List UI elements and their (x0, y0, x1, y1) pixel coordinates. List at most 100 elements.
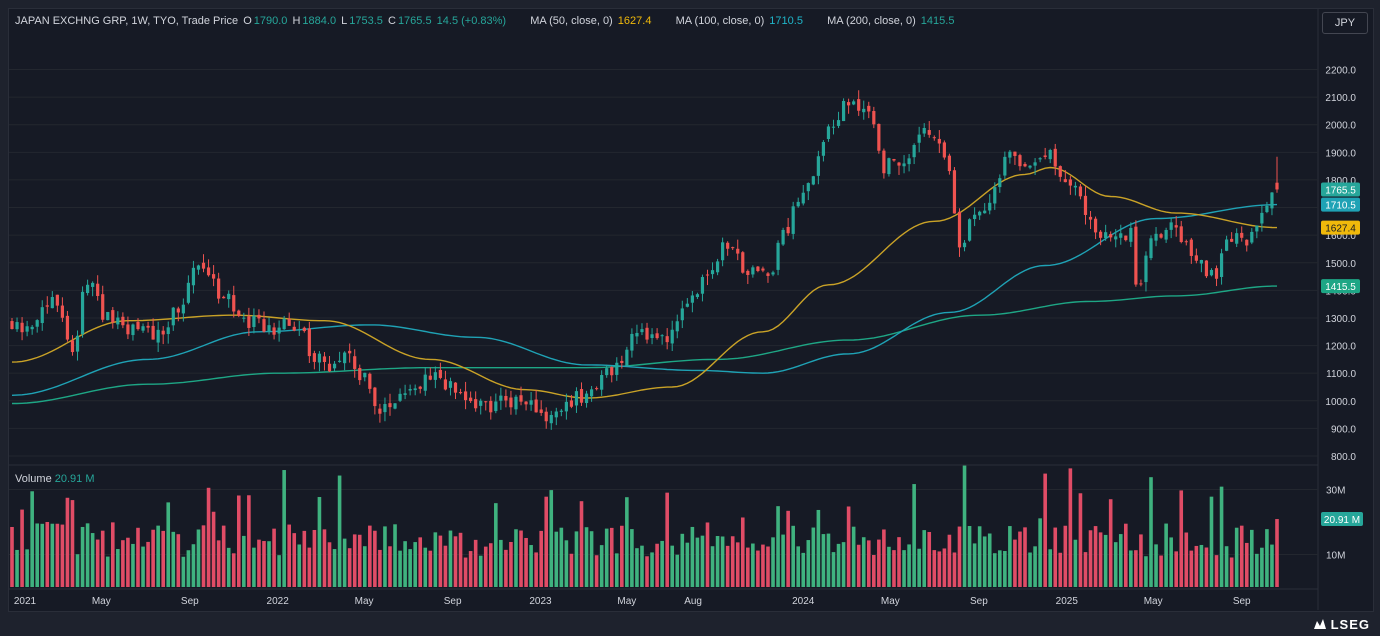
volume-bar (912, 484, 916, 587)
volume-bar (242, 535, 246, 587)
candle-body (156, 329, 160, 343)
candle-body (1028, 165, 1032, 168)
candle-body (1043, 155, 1047, 157)
candle-body (1124, 235, 1128, 241)
volume-bar (1124, 523, 1128, 587)
volume-bar (534, 552, 538, 587)
volume-bar (1098, 532, 1103, 587)
volume-label: Volume (15, 473, 52, 485)
volume-bar (564, 540, 569, 587)
candle-body (1013, 151, 1017, 157)
volume-bar (922, 530, 927, 587)
candle-body (726, 242, 730, 249)
candle-body (343, 352, 347, 364)
candle-body (1008, 151, 1012, 158)
ma100-label: MA (100, close, 0) (675, 15, 765, 27)
volume-bar (1129, 550, 1133, 587)
volume-bar (337, 475, 342, 587)
candle-body (337, 360, 342, 362)
candle-body (645, 327, 649, 340)
candle-body (494, 401, 498, 412)
volume-bar (554, 531, 559, 587)
candle-body (922, 127, 926, 134)
volume-bar (1239, 525, 1244, 587)
candle-body (408, 389, 412, 391)
candle-body (746, 270, 750, 275)
candle-body (1139, 283, 1143, 285)
candle-body (862, 108, 866, 113)
volume-bar (393, 524, 397, 587)
volume-bar (388, 546, 392, 587)
volume-bar (317, 497, 322, 587)
candle-body (761, 268, 765, 271)
volume-bar (1038, 518, 1042, 587)
volume-bar (1003, 551, 1007, 587)
candle-body (1058, 166, 1062, 177)
volume-bar (332, 549, 337, 587)
candle-body (413, 388, 417, 391)
volume-bar (408, 549, 412, 587)
volume-bar (206, 487, 211, 587)
volume-bar (766, 546, 770, 587)
volume-bar (1063, 525, 1068, 587)
volume-bar (448, 530, 453, 587)
volume-bar (1189, 550, 1194, 587)
candle-body (584, 393, 589, 404)
candle-body (272, 327, 276, 335)
candle-body (715, 261, 720, 273)
volume-bar (1174, 551, 1179, 587)
volume-bar (1033, 546, 1037, 587)
volume-bar (660, 540, 664, 587)
candle-body (242, 317, 246, 319)
candle-body (171, 307, 175, 326)
volume-bar (1214, 555, 1219, 587)
lseg-mark-icon (1313, 619, 1326, 629)
volume-bar (488, 543, 493, 587)
candle-body (227, 293, 231, 300)
volume-bar (25, 549, 29, 587)
time-tick-label: May (92, 596, 111, 607)
candle-body (605, 368, 609, 376)
candle-body (660, 335, 664, 337)
ma100-line (11, 203, 1278, 396)
volume-bar (781, 534, 785, 587)
candle-body (1219, 253, 1224, 277)
volume-bar (1194, 545, 1199, 587)
candle-body (665, 336, 669, 343)
candle-body (796, 201, 800, 207)
candle-body (217, 278, 221, 299)
volume-bar (277, 555, 281, 587)
candle-body (685, 303, 689, 307)
candle-body (574, 391, 579, 406)
volume-bar (383, 526, 387, 587)
candle-body (1189, 239, 1193, 256)
candle-body (524, 401, 528, 405)
volume-bar (625, 497, 629, 587)
candle-body (852, 101, 856, 105)
volume-bar (1103, 534, 1108, 587)
volume-bar (811, 527, 816, 587)
volume-bar (70, 500, 75, 587)
volume-bar (640, 545, 644, 587)
volume-bar (942, 548, 947, 587)
volume-bar (756, 550, 760, 587)
candle-body (675, 321, 679, 332)
volume-bar (720, 536, 725, 587)
currency-button[interactable]: JPY (1322, 12, 1368, 34)
volume-bar (1260, 547, 1264, 587)
candle-body (1063, 179, 1067, 183)
volume-bar (841, 542, 846, 587)
price-tick-label: 1800.0 (1325, 176, 1356, 187)
candle-body (126, 324, 130, 335)
candle-body (297, 329, 301, 331)
volume-bar (529, 545, 533, 587)
volume-bar (836, 543, 841, 587)
volume-bar (892, 550, 896, 587)
candle-body (1023, 163, 1027, 167)
volume-bar (50, 523, 55, 587)
volume-bar (362, 546, 367, 587)
candle-body (1068, 179, 1072, 186)
candle-body (287, 318, 291, 326)
candle-body (1245, 239, 1249, 246)
